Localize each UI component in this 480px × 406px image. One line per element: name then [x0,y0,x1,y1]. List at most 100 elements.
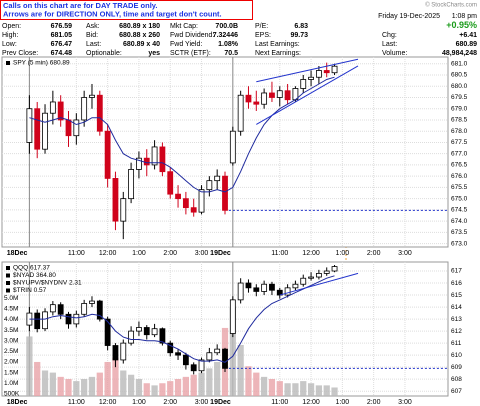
y-tick-label: 676.5 [451,162,468,169]
candle-body [96,94,103,132]
volume-bar [34,361,41,396]
volume-bar [292,383,299,396]
volume-bar [26,336,33,396]
volume-bar [151,385,158,396]
candle-body [143,157,150,166]
field-label: P/E: [255,23,268,30]
y-tick-label: 673.0 [451,240,468,247]
trendline [256,65,359,125]
y-tick-label: 674.5 [451,207,468,214]
y-tick-label: 681.0 [451,60,468,67]
candle-body [136,157,142,170]
volume-bar [300,381,307,396]
field-value: 681.05 [51,32,73,39]
candle-body [81,303,88,315]
candle-body [81,97,88,121]
candle-body [190,207,197,213]
volume-bar [127,374,135,396]
candle-body [315,273,322,278]
field-label: Low: [2,41,17,48]
x-tick-label: 1:00 [336,250,350,257]
candle-body [143,327,150,336]
field-label: EPS: [255,32,271,39]
candle-body [73,119,80,137]
candle-body [167,342,174,354]
field-label: High: [2,32,18,39]
legend-swatch [6,273,10,278]
field-value: 674.48 [51,50,73,57]
candle-body [300,277,307,285]
candle-body [89,94,95,98]
y-tick-label: 675.5 [451,184,468,191]
copyright: © StockCharts.com [425,2,477,9]
legend-swatch [6,266,10,270]
volume-tick-label: 3.0M [4,337,18,344]
volume-bar [245,366,252,396]
field-value: 680.88 x 260 [119,32,160,39]
x-tick-label: 3:00 [398,399,412,406]
y-tick-label: 607 [451,388,462,395]
y-tick-label: 616 [451,280,462,287]
candle-body [112,178,119,222]
candle-body [245,282,252,289]
y-tick-label: 677.5 [451,139,468,146]
candle-body [104,130,111,179]
field-value: 680.89 x 180 [119,23,160,30]
candle-body [237,94,244,132]
candle-body [308,76,314,80]
x-tick-label: 11:00 [271,399,288,406]
field-value: 680.89 [456,41,478,48]
candle-body [175,193,181,200]
candle-body [245,94,252,103]
y-tick-label: 676.0 [451,173,468,180]
candle-body [89,300,95,304]
field-label: SCTR (ETF): [170,50,211,57]
field-label: Open: [2,23,21,30]
field-label: Next Earnings: [255,50,301,57]
x-tick-label: 1:00 [132,250,146,257]
candle-body [167,171,174,195]
y-tick-label: 614 [451,304,462,311]
legend-entry: $TRIN 0.57 [13,287,47,294]
volume-tick-label: 4.0M [4,316,18,323]
volume-tick-label: 4.5M [4,306,18,313]
candle-body [315,70,322,78]
y-tick-label: 677.0 [451,150,468,157]
y-tick-label: 675.0 [451,195,468,202]
candle-body [198,189,205,213]
time: 1:08 pm [452,13,477,20]
candle-body [284,90,291,101]
candle-body [34,312,41,330]
trendline [256,58,359,83]
candle-body [42,112,48,150]
volume-bar [307,383,315,396]
volume-bar [120,370,127,396]
field-label: Prev Close: [2,50,38,57]
volume-bar [214,361,221,396]
y-tick-label: 617 [451,268,462,275]
legend-entry: SPY (5 min) 680.89 [13,60,70,67]
candle-body [73,313,80,325]
y-tick-label: 610 [451,352,462,359]
y-tick-label: 680.5 [451,72,468,79]
volume-bar [135,378,143,396]
volume-bar [65,378,72,396]
volume-bar [88,376,96,396]
candle-body [190,364,197,372]
volume-bar [49,372,56,396]
candle-body [300,79,307,89]
volume-bar [315,385,323,396]
y-tick-label: 615 [451,292,462,299]
candle-body [159,146,166,173]
field-value: 1.08% [218,41,239,48]
x-tick-label: 3:00 [195,399,209,406]
volume-bar [237,344,244,396]
candle-body [229,299,236,334]
candle-body [331,65,338,74]
candle-body [269,92,275,98]
y-tick-label: 612 [451,328,462,335]
legend-swatch [6,61,10,65]
volume-bar [229,306,236,396]
x-tick-label: 1:00 [132,399,146,406]
volume-bar [198,372,205,396]
